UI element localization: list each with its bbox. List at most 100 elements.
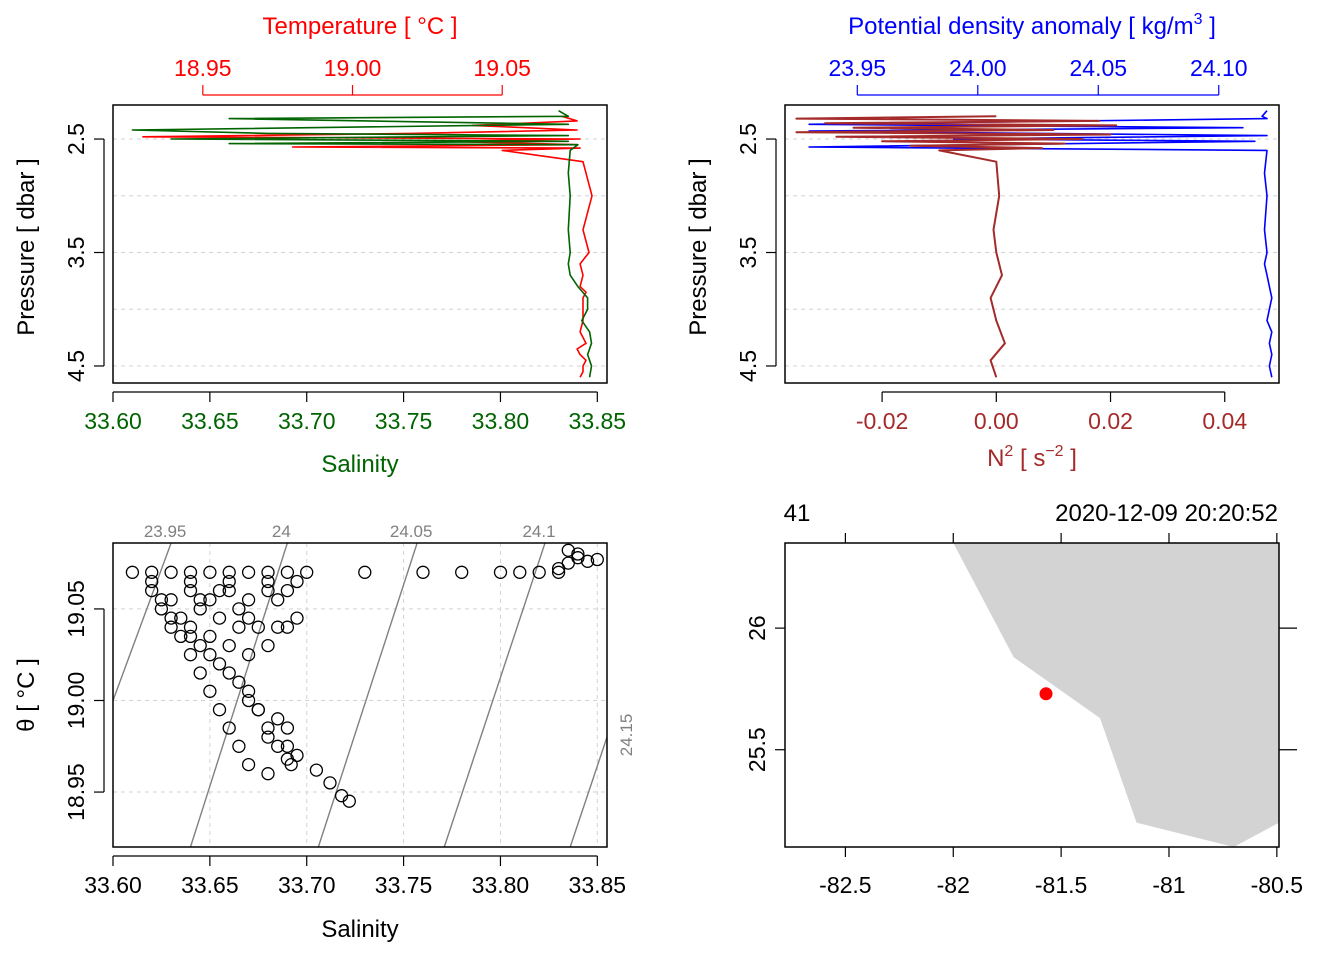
ts-point [125, 565, 140, 579]
ts-point [203, 565, 217, 579]
isopycnal-labels: 23.95 24 24.05 24.1 24.15 [144, 522, 636, 756]
isopycnal-label: 24.15 [617, 714, 636, 757]
longitude-tick-label: -80.5 [1251, 872, 1303, 898]
ts-point [571, 551, 585, 565]
ts-profile-top-axis-title: Temperature [ °C ] [263, 13, 458, 40]
ts-point [232, 739, 246, 753]
isopycnal-label: 23.95 [144, 522, 187, 541]
pressure-2-tick-label: 3.5 [735, 237, 761, 269]
latitude-tick-label: 25.5 [744, 727, 770, 772]
ts-point [212, 703, 227, 717]
ts-point [280, 565, 295, 579]
ts-point [241, 611, 256, 625]
ts-point [174, 629, 188, 644]
ts-point [416, 565, 430, 579]
ts-point [280, 583, 295, 598]
ts-point [280, 721, 295, 735]
density-tick-label: 23.95 [829, 55, 887, 81]
ts-point [241, 648, 256, 662]
ts-point [212, 583, 227, 598]
station-id-label: 41 [784, 500, 811, 527]
ts-point [183, 620, 198, 634]
ts-point [203, 593, 217, 607]
theta-tick-label: 19.00 [63, 672, 89, 730]
ts-salinity-tick-label: 33.65 [181, 872, 239, 898]
ts-point [222, 565, 236, 579]
ts-point [261, 638, 275, 653]
pressure-tick-label: 3.5 [63, 237, 89, 269]
ts-point [145, 565, 159, 579]
land-area [953, 543, 1279, 847]
temperature-tick-label: 18.95 [174, 55, 232, 81]
ts-point [241, 565, 256, 579]
ts-point [309, 763, 324, 777]
ts-point [241, 684, 256, 698]
isopycnal-label: 24.1 [522, 522, 555, 541]
salinity-line [131, 110, 593, 378]
salinity-tick-label: 33.70 [278, 408, 336, 434]
ts-point [164, 611, 178, 625]
ts-diagram-frame [112, 542, 608, 848]
isopycnal-line [569, 736, 607, 847]
longitude-tick-label: -82 [937, 872, 970, 898]
ts-point [183, 574, 198, 589]
station-dot [1039, 687, 1053, 701]
ts-point [203, 629, 217, 644]
ts-point [222, 574, 236, 589]
density-profile-top-axis-title: Potential density anomaly [ kg/m3 ] [848, 11, 1216, 40]
n2-tick-label: 0.00 [974, 408, 1019, 434]
ts-point [323, 776, 337, 790]
temperature-line [142, 115, 593, 378]
ts-point [154, 593, 169, 607]
land-polygon [953, 543, 1279, 847]
ts-point [183, 648, 198, 662]
ts-point [261, 767, 275, 781]
density-profile-frame [784, 104, 1280, 384]
station-map-frame [784, 542, 1280, 848]
n2-axis-title: N2 [ s−2 ] [987, 443, 1077, 472]
ts-profile-bottom-axis-title: Salinity [321, 451, 398, 478]
ts-point [551, 561, 566, 576]
ts-point [183, 565, 198, 579]
ts-point [193, 638, 207, 653]
density-tick-label: 24.00 [949, 55, 1007, 81]
salinity-tick-label: 33.60 [84, 408, 142, 434]
ts-salinity-tick-label: 33.85 [569, 872, 627, 898]
ts-profile-series [131, 110, 593, 378]
ts-point [271, 620, 285, 634]
salinity-tick-label: 33.85 [569, 408, 627, 434]
ts-point [580, 554, 595, 568]
ts-point [222, 721, 236, 735]
ts-point [493, 565, 508, 579]
ts-point [271, 593, 285, 607]
temperature-tick-label: 19.05 [473, 55, 531, 81]
ts-point [284, 757, 298, 772]
ts-diagram-panel: 23.95 24 24.05 24.124.15 33.60 33.65 33.70 33.… [13, 522, 636, 943]
density-profile-y-axis-title: Pressure [ dbar ] [685, 158, 712, 335]
ts-point [154, 602, 169, 616]
ts-point [183, 629, 198, 644]
density-tick-label: 24.05 [1069, 55, 1127, 81]
ts-point [551, 565, 566, 579]
isopycnal-lines [113, 543, 607, 847]
ts-point [261, 730, 275, 744]
ts-point [232, 620, 246, 634]
ts-profile-panel: 18.95 19.00 19.05 33.60 33.65 33.70 33.75 33.80… [13, 13, 626, 478]
latitude-tick-label: 26 [744, 615, 770, 641]
ts-point [300, 565, 314, 579]
ts-point [261, 721, 275, 735]
pressure-2-tick-label: 4.5 [735, 350, 761, 382]
ts-point [261, 574, 275, 589]
ts-point [222, 583, 236, 598]
ts-point [193, 593, 207, 607]
ts-point [241, 757, 256, 772]
ts-point [145, 574, 159, 589]
ts-point [290, 574, 304, 589]
ts-point [203, 648, 217, 662]
ts-point [164, 593, 178, 607]
ts-diagram-x-axis-title: Salinity [321, 916, 398, 943]
density-profile-axes: 23.95 24.00 24.05 24.10 -0.02 0.00 0.02 0.04 2.5… [735, 55, 1248, 434]
ts-point [174, 611, 188, 625]
ts-point [342, 794, 356, 808]
